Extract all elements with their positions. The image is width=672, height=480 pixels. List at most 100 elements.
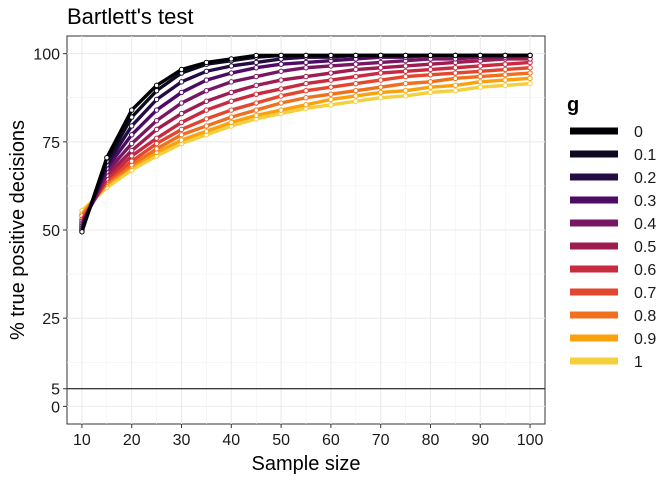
data-point xyxy=(203,107,210,113)
data-point xyxy=(377,52,384,59)
data-point xyxy=(253,59,259,66)
data-point xyxy=(303,80,309,87)
data-point xyxy=(402,52,409,59)
legend-item: 0.3 xyxy=(570,193,656,210)
data-point xyxy=(253,73,259,80)
x-tick-label: 30 xyxy=(173,432,191,449)
data-point xyxy=(178,137,185,143)
data-point xyxy=(203,123,210,129)
data-point xyxy=(178,79,185,85)
data-point xyxy=(502,82,508,89)
data-point xyxy=(353,66,359,73)
data-point xyxy=(353,80,359,87)
x-tick-label: 100 xyxy=(517,432,544,449)
data-point xyxy=(228,56,235,62)
x-tick-label: 70 xyxy=(372,432,390,449)
data-point xyxy=(253,100,259,106)
y-tick-label: 5 xyxy=(51,382,60,399)
data-point xyxy=(452,52,459,59)
data-point xyxy=(353,98,359,104)
data-point xyxy=(427,61,434,67)
data-point xyxy=(527,70,533,76)
data-point xyxy=(153,126,160,133)
legend-item: 0.8 xyxy=(570,308,656,325)
data-point xyxy=(203,59,210,66)
data-point xyxy=(452,70,459,76)
data-point xyxy=(253,91,259,97)
data-point xyxy=(203,68,210,74)
data-point xyxy=(278,68,284,74)
data-point xyxy=(178,66,185,73)
data-point xyxy=(377,59,384,66)
series-0.7 xyxy=(79,65,533,223)
data-point xyxy=(253,65,259,71)
data-point xyxy=(427,72,434,78)
data-point xyxy=(427,84,434,90)
legend-item: 0.4 xyxy=(570,216,656,233)
data-point xyxy=(303,73,309,80)
data-point xyxy=(153,146,160,152)
data-point xyxy=(153,96,160,103)
data-point xyxy=(228,107,235,113)
data-point xyxy=(178,119,185,126)
data-point xyxy=(203,87,210,94)
data-point xyxy=(427,52,434,59)
data-point xyxy=(303,59,309,66)
data-point xyxy=(303,102,309,108)
data-point xyxy=(203,98,210,104)
y-tick-label: 75 xyxy=(42,135,60,152)
data-point xyxy=(427,89,434,96)
data-point xyxy=(452,82,459,89)
data-point xyxy=(402,80,409,87)
data-point xyxy=(502,61,508,67)
data-point xyxy=(353,61,359,67)
legend-label: 0.3 xyxy=(634,193,656,210)
data-point xyxy=(452,65,459,71)
data-point xyxy=(377,77,384,83)
data-point xyxy=(153,117,160,124)
x-tick-label: 90 xyxy=(471,432,489,449)
x-tick-label: 60 xyxy=(322,432,340,449)
legend-label: 0.4 xyxy=(634,216,656,233)
data-point xyxy=(253,52,259,59)
data-point xyxy=(328,96,334,103)
data-point xyxy=(278,86,284,92)
data-point xyxy=(353,52,359,59)
data-point xyxy=(527,65,533,71)
legend-label: 0.2 xyxy=(634,170,656,187)
data-point xyxy=(278,77,284,83)
data-point xyxy=(129,153,135,159)
data-point xyxy=(129,147,135,154)
data-point xyxy=(328,70,334,76)
x-tick-label: 80 xyxy=(422,432,440,449)
y-tick-label: 0 xyxy=(51,399,60,416)
data-point xyxy=(253,112,259,119)
data-point xyxy=(477,73,483,80)
data-point xyxy=(402,73,409,80)
data-point xyxy=(153,135,160,141)
data-point xyxy=(477,79,483,85)
legend-label: 0.6 xyxy=(634,262,656,279)
data-point xyxy=(353,73,359,80)
legend-item: 0.9 xyxy=(570,331,656,348)
data-point xyxy=(377,89,384,96)
data-point xyxy=(228,119,235,126)
legend-label: 0.8 xyxy=(634,308,656,325)
y-axis-label: % true positive decisions xyxy=(7,120,29,340)
data-point xyxy=(527,75,533,82)
data-point xyxy=(452,75,459,82)
legend-item: 0.2 xyxy=(570,170,656,187)
data-point xyxy=(253,107,259,113)
data-point xyxy=(377,65,384,71)
data-point xyxy=(427,66,434,73)
data-point xyxy=(178,89,185,96)
axes: 10 20 30 40 50 60 70 80 90 100 05 25 50 75 100 xyxy=(33,47,543,449)
data-point xyxy=(129,140,135,147)
data-point xyxy=(328,63,334,69)
data-point xyxy=(153,140,160,147)
data-point xyxy=(353,87,359,94)
data-point xyxy=(452,87,459,94)
data-point xyxy=(527,80,533,87)
data-point xyxy=(527,52,533,59)
